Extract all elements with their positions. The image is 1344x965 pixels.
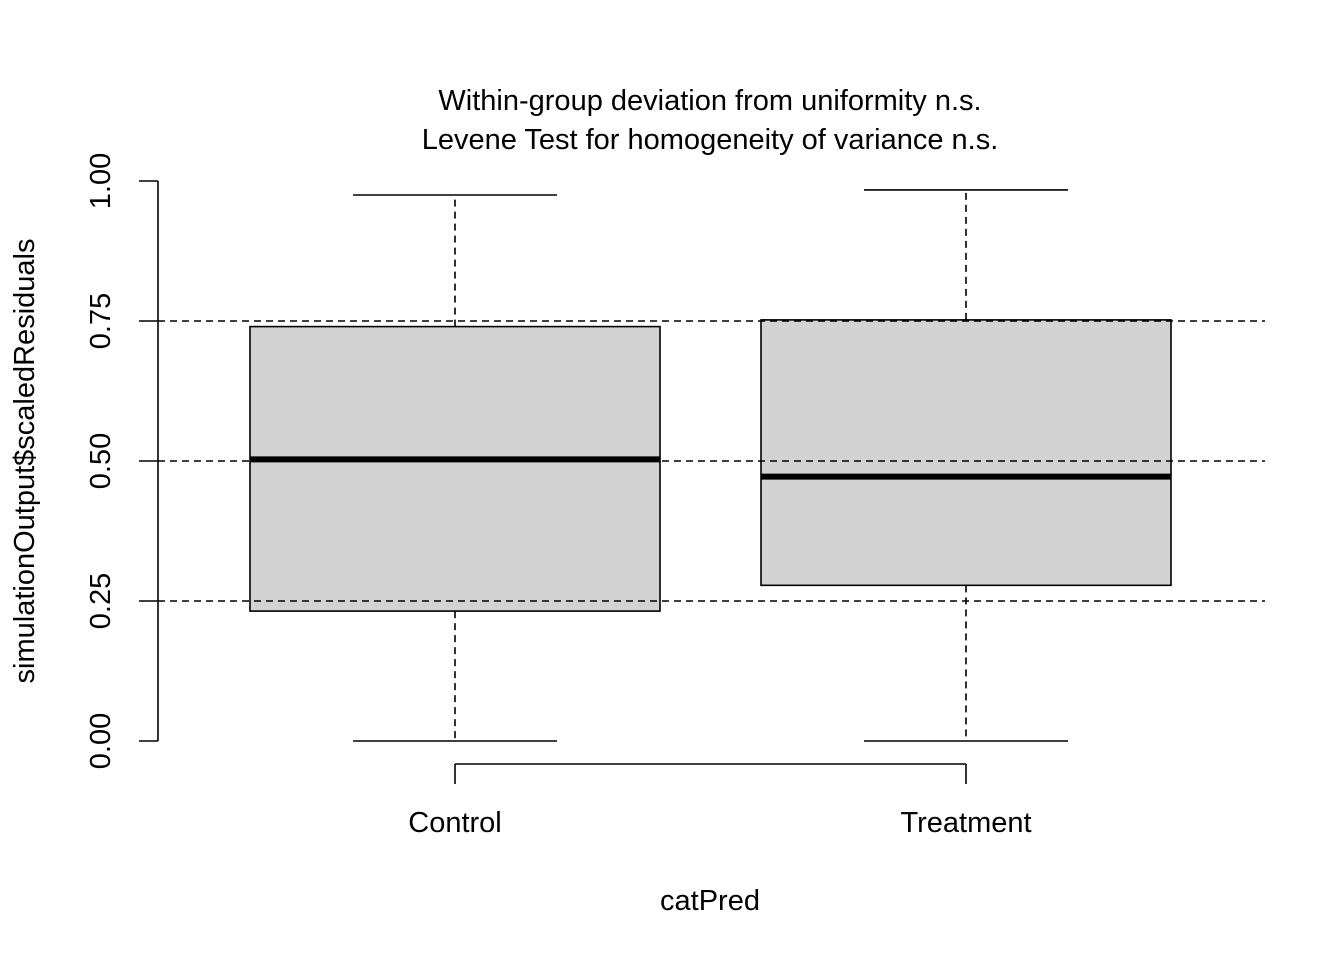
chart-title-line-2: Levene Test for homogeneity of variance … xyxy=(422,124,999,156)
y-tick-label-0: 0.00 xyxy=(85,713,117,769)
y-tick-label-4: 1.00 xyxy=(85,153,117,209)
y-tick-label-3: 0.75 xyxy=(85,293,117,349)
x-tick-label-control: Control xyxy=(408,807,502,839)
x-tick-label-treatment: Treatment xyxy=(900,807,1031,839)
box-control xyxy=(249,325,661,612)
y-tick-label-2: 0.50 xyxy=(85,433,117,489)
plot-area: 0.00 0.25 0.50 0.75 1.00 Control Treatment xyxy=(85,153,1265,839)
box-treatment xyxy=(760,319,1172,587)
x-axis-label: catPred xyxy=(660,885,760,917)
chart-title-line-1: Within-group deviation from uniformity n… xyxy=(438,85,981,117)
y-axis-label: simulationOutput$scaledResiduals xyxy=(9,239,41,684)
y-tick-label-1: 0.25 xyxy=(85,573,117,629)
